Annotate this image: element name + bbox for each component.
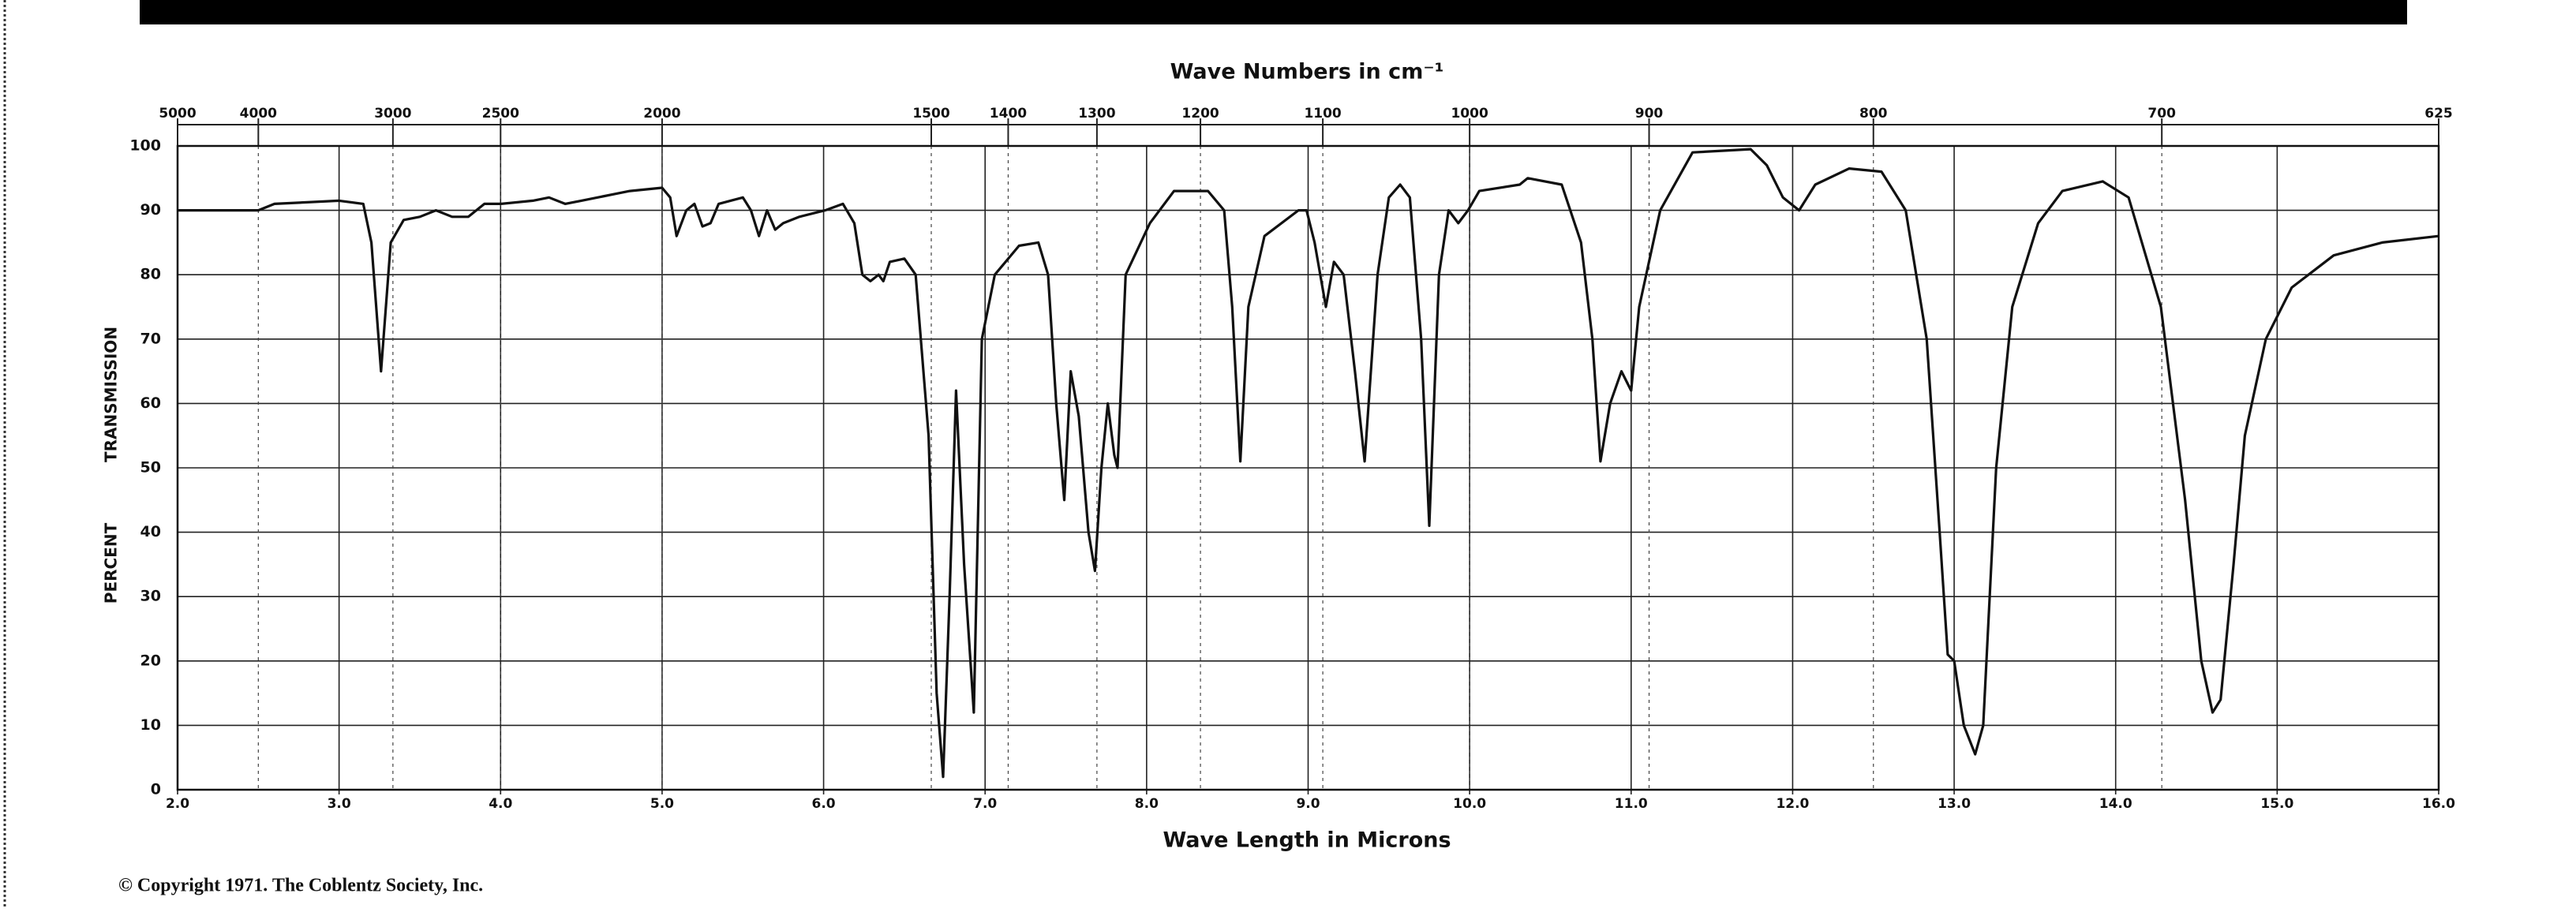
x-tick-label: 6.0 <box>812 796 836 812</box>
x-tick-label: 2.0 <box>166 796 189 812</box>
x-tick-label: 11.0 <box>1615 796 1648 812</box>
y-tick-label: 0 <box>151 781 161 798</box>
x-tick-label: 9.0 <box>1296 796 1320 812</box>
y-tick-label: 60 <box>140 394 161 412</box>
x-tick-label: 13.0 <box>1938 796 1971 812</box>
x2-tick-label: 1200 <box>1181 106 1219 121</box>
y-tick-label: 10 <box>140 716 161 734</box>
x2-tick-label: 4000 <box>240 106 277 121</box>
x2-tick-label: 800 <box>1859 106 1888 121</box>
copyright: © Copyright 1971. The Coblentz Society, … <box>118 876 483 896</box>
y-tick-label: 30 <box>140 588 161 605</box>
x-tick-label: 12.0 <box>1776 796 1809 812</box>
x2-tick-label: 1100 <box>1304 106 1341 121</box>
x-axis-title: Wave Length in Microns <box>1163 828 1451 853</box>
x-tick-label: 5.0 <box>650 796 674 812</box>
y-tick-label: 20 <box>140 652 161 669</box>
x-tick-label: 8.0 <box>1135 796 1159 812</box>
y-tick-label: 100 <box>129 137 161 155</box>
x2-tick-label: 700 <box>2147 106 2176 121</box>
y-tick-label: 40 <box>140 523 161 540</box>
x-tick-label: 10.0 <box>1453 796 1486 812</box>
x2-tick-label: 2000 <box>643 106 680 121</box>
y-tick-label: 90 <box>140 201 161 219</box>
x-tick-label: 14.0 <box>2099 796 2132 812</box>
x-tick-label: 15.0 <box>2260 796 2293 812</box>
x2-tick-label: 625 <box>2424 106 2453 121</box>
x2-tick-label: 2500 <box>482 106 519 121</box>
x-tick-label: 16.0 <box>2422 796 2455 812</box>
y-tick-label: 70 <box>140 330 161 347</box>
spectrum-line <box>178 148 2439 779</box>
x2-tick-label: 1500 <box>912 106 949 121</box>
x-tick-label: 4.0 <box>489 796 512 812</box>
x2-tick-label: 1400 <box>990 106 1027 121</box>
y-tick-label: 50 <box>140 459 161 477</box>
y-tick-label: 80 <box>140 266 161 283</box>
x-tick-label: 3.0 <box>328 796 351 812</box>
x2-tick-label: 3000 <box>374 106 411 121</box>
x-tick-label: 7.0 <box>973 796 997 812</box>
y-axis-title: TRANSMISSION <box>102 327 121 462</box>
y-axis-title: PERCENT <box>102 522 121 604</box>
plot-frame <box>176 144 2440 791</box>
x2-tick-label: 900 <box>1635 106 1664 121</box>
x2-tick-label: 5000 <box>159 106 196 121</box>
header-bar <box>140 0 2407 24</box>
x2-tick-label: 1300 <box>1078 106 1115 121</box>
top-axis-title: Wave Numbers in cm⁻¹ <box>1170 60 1444 84</box>
x2-tick-label: 1000 <box>1451 106 1488 121</box>
